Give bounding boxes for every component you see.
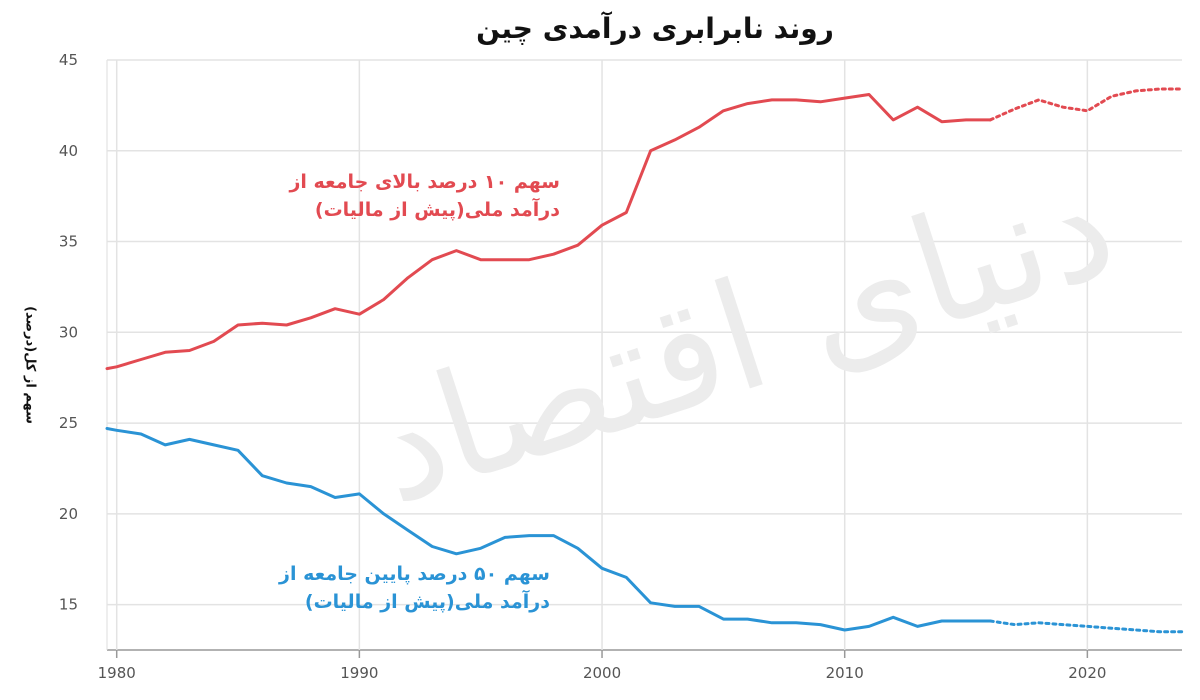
series-lines	[105, 87, 1184, 634]
x-tick-label-1990: 1990	[340, 664, 378, 682]
series-label-top-10: سهم ۱۰ درصد بالای جامعه از درآمد ملی(پیش…	[289, 168, 560, 224]
axis-ticks: 15 20 25 30 35 40 45 1980 1990 2000 2010 2020	[59, 51, 1107, 682]
y-tick-label-20: 20	[59, 505, 78, 523]
y-axis-label: سهم از کل(درصد)	[22, 306, 38, 424]
x-tick-label-2020: 2020	[1068, 664, 1106, 682]
x-tick-label-1980: 1980	[98, 664, 136, 682]
series-projection-1	[988, 619, 1184, 634]
series-label-bottom-50: سهم ۵۰ درصد پایین جامعه از درآمد ملی(پیش…	[279, 560, 550, 616]
y-tick-label-40: 40	[59, 142, 78, 160]
grid-lines	[106, 59, 1182, 658]
series-line-0	[105, 93, 992, 371]
x-tick-label-2000: 2000	[583, 664, 621, 682]
y-tick-label-35: 35	[59, 233, 78, 251]
series-label-top-10-line-1: سهم ۱۰ درصد بالای جامعه از	[289, 171, 560, 193]
y-tick-label-15: 15	[59, 596, 78, 614]
series-label-top-10-line-2: درآمد ملی(پیش از مالیات)	[314, 199, 560, 221]
series-projection-0	[988, 87, 1184, 122]
series-label-bottom-50-line-2: درآمد ملی(پیش از مالیات)	[304, 591, 550, 613]
y-tick-label-30: 30	[59, 323, 78, 341]
series-line-1	[105, 427, 992, 632]
chart-title: روند نابرابری درآمدی چین	[476, 12, 834, 45]
y-tick-label-25: 25	[59, 414, 78, 432]
x-tick-label-2010: 2010	[826, 664, 864, 682]
series-label-bottom-50-line-1: سهم ۵۰ درصد پایین جامعه از	[279, 563, 550, 585]
y-tick-label-45: 45	[59, 51, 78, 69]
